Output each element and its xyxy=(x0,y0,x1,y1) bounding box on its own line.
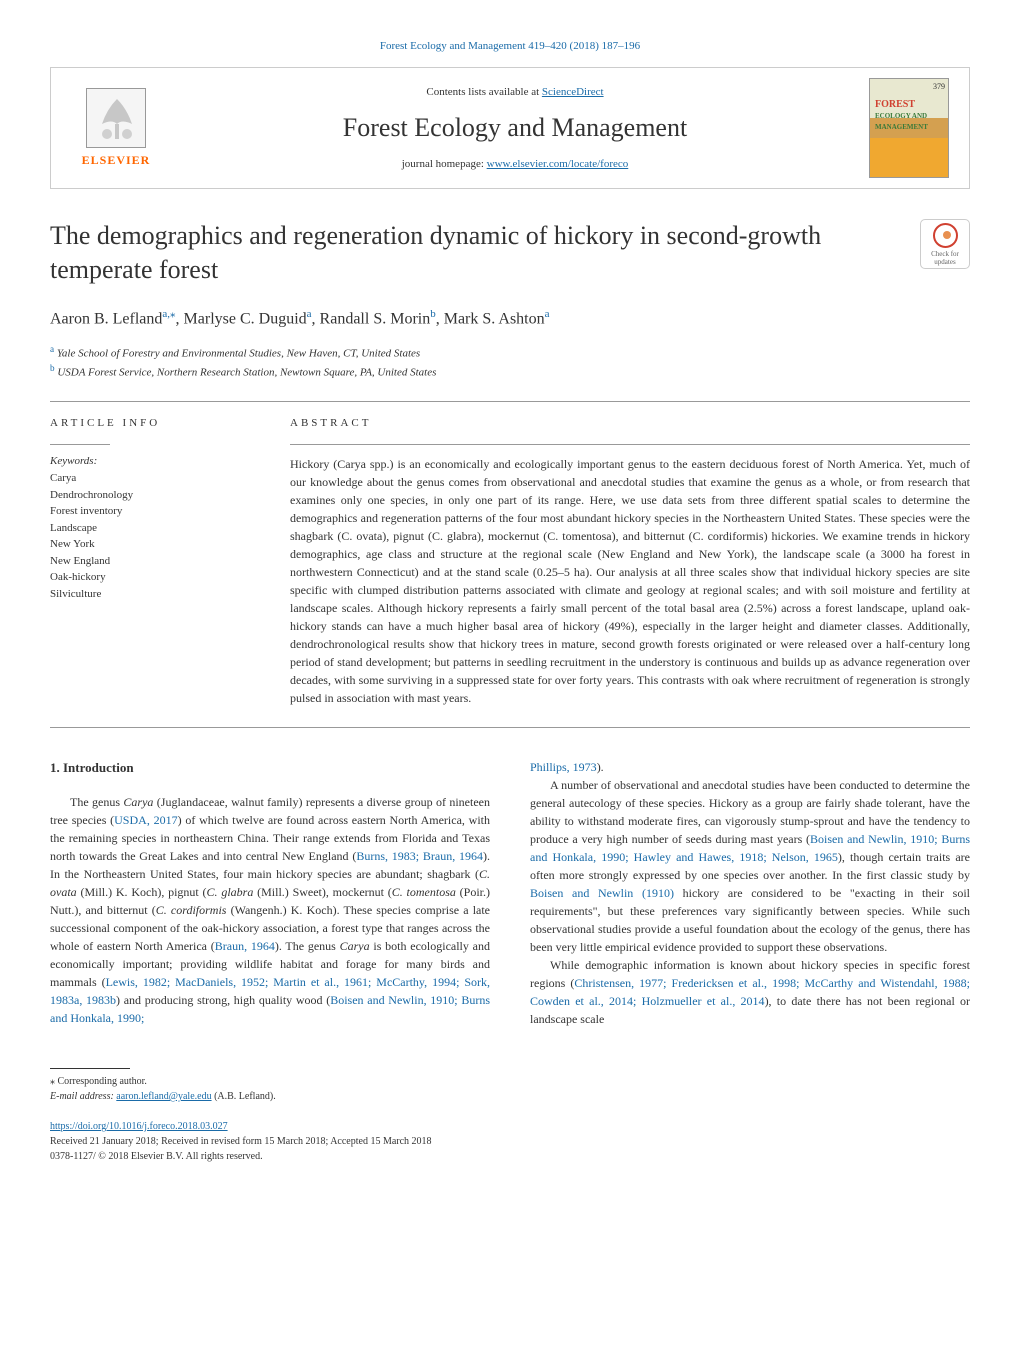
cover-number: 379 xyxy=(933,82,945,91)
species-name: C. cordiformis xyxy=(156,903,227,917)
author-3: , Randall S. Morin xyxy=(312,310,431,327)
abstract-heading: ABSTRACT xyxy=(290,417,970,429)
article-info-heading: ARTICLE INFO xyxy=(50,417,250,429)
text-span: ). The genus xyxy=(275,939,340,953)
footer: ⁎ Corresponding author. E-mail address: … xyxy=(50,1068,970,1164)
received-date: Received 21 January 2018; Received in re… xyxy=(50,1134,970,1149)
email-name: (A.B. Lefland). xyxy=(212,1091,276,1102)
article-info: ARTICLE INFO Keywords: Carya Dendrochron… xyxy=(50,417,250,707)
author-1-sup: a,⁎ xyxy=(162,308,175,320)
author-4-sup: a xyxy=(545,308,550,320)
authors: Aaron B. Leflanda,⁎, Marlyse C. Duguid a,… xyxy=(50,307,970,328)
keyword-item: Silviculture xyxy=(50,586,250,603)
homepage-link[interactable]: www.elsevier.com/locate/foreco xyxy=(487,158,629,170)
info-divider xyxy=(50,444,110,445)
elsevier-logo: ELSEVIER xyxy=(71,78,161,178)
abstract-divider xyxy=(290,444,970,445)
check-updates-text: Check for updates xyxy=(921,250,969,266)
species-name: C. glabra xyxy=(207,885,254,899)
intro-heading: 1. Introduction xyxy=(50,758,490,778)
text-span: (Mill.) Sweet), mockernut ( xyxy=(253,885,391,899)
keyword-item: Dendrochronology xyxy=(50,487,250,504)
intro-continuation: Phillips, 1973). xyxy=(530,758,970,776)
divider-2 xyxy=(50,727,970,728)
intro-paragraph-1: The genus Carya (Juglandaceae, walnut fa… xyxy=(50,793,490,1027)
abstract-text: Hickory (Carya spp.) is an economically … xyxy=(290,455,970,707)
intro-paragraph-3: While demographic information is known a… xyxy=(530,956,970,1028)
corresponding-author: ⁎ Corresponding author. xyxy=(50,1074,970,1089)
cover-title: FOREST ECOLOGY AND MANAGEMENT xyxy=(875,99,948,132)
author-1: Aaron B. Lefland xyxy=(50,310,162,327)
keyword-item: Forest inventory xyxy=(50,503,250,520)
keyword-item: Carya xyxy=(50,470,250,487)
citation: Burns, 1983; Braun, 1964 xyxy=(356,849,483,863)
cover-title-text: FOREST xyxy=(875,99,915,110)
keyword-item: New York xyxy=(50,536,250,553)
header-center: Contents lists available at ScienceDirec… xyxy=(161,86,869,170)
species-name: C. tomentosa xyxy=(392,885,456,899)
journal-title: Forest Ecology and Management xyxy=(161,113,869,143)
info-abstract-row: ARTICLE INFO Keywords: Carya Dendrochron… xyxy=(50,417,970,707)
text-span: ). xyxy=(597,760,604,774)
email-line: E-mail address: aaron.lefland@yale.edu (… xyxy=(50,1089,970,1104)
genus-name: Carya xyxy=(340,939,370,953)
journal-cover: 379 FOREST ECOLOGY AND MANAGEMENT xyxy=(869,78,949,178)
text-span: ) and producing strong, high quality woo… xyxy=(116,993,330,1007)
genus-name: Carya xyxy=(123,795,153,809)
citation: Braun, 1964 xyxy=(215,939,275,953)
journal-homepage: journal homepage: www.elsevier.com/locat… xyxy=(161,158,869,170)
citation: USDA, 2017 xyxy=(114,813,177,827)
header-box: ELSEVIER Contents lists available at Sci… xyxy=(50,67,970,189)
elsevier-tree-icon xyxy=(86,88,146,148)
email-label: E-mail address: xyxy=(50,1091,116,1102)
homepage-label: journal homepage: xyxy=(402,158,487,170)
citation: Phillips, 1973 xyxy=(530,760,597,774)
abstract-column: ABSTRACT Hickory (Carya spp.) is an econ… xyxy=(290,417,970,707)
email-link[interactable]: aaron.lefland@yale.edu xyxy=(116,1091,211,1102)
contents-text: Contents lists available at ScienceDirec… xyxy=(161,86,869,98)
article-title: The demographics and regeneration dynami… xyxy=(50,219,970,287)
keyword-item: Oak-hickory xyxy=(50,569,250,586)
footer-divider xyxy=(50,1068,130,1069)
column-right: Phillips, 1973). A number of observation… xyxy=(530,758,970,1028)
doi-link[interactable]: https://doi.org/10.1016/j.foreco.2018.03… xyxy=(50,1121,228,1132)
contents-label: Contents lists available at xyxy=(426,86,541,98)
affil-2: USDA Forest Service, Northern Research S… xyxy=(55,367,437,379)
divider-1 xyxy=(50,401,970,402)
text-span: (Mill.) K. Koch), pignut ( xyxy=(77,885,207,899)
author-2: , Marlyse C. Duguid xyxy=(176,310,307,327)
main-content: 1. Introduction The genus Carya (Jugland… xyxy=(50,758,970,1028)
check-updates-badge[interactable]: Check for updates xyxy=(920,219,970,269)
affil-1: Yale School of Forestry and Environmenta… xyxy=(54,348,420,360)
copyright: 0378-1127/ © 2018 Elsevier B.V. All righ… xyxy=(50,1149,970,1164)
intro-paragraph-2: A number of observational and anecdotal … xyxy=(530,776,970,956)
cover-subtitle-text: ECOLOGY AND MANAGEMENT xyxy=(875,112,928,131)
keywords-list: Carya Dendrochronology Forest inventory … xyxy=(50,470,250,602)
sciencedirect-link[interactable]: ScienceDirect xyxy=(542,86,604,98)
keywords-label: Keywords: xyxy=(50,455,250,467)
elsevier-text: ELSEVIER xyxy=(82,153,151,168)
check-updates-icon xyxy=(933,223,958,248)
citation: Boisen and Newlin (1910) xyxy=(530,886,674,900)
keyword-item: Landscape xyxy=(50,520,250,537)
keyword-item: New England xyxy=(50,553,250,570)
affiliations: a Yale School of Forestry and Environmen… xyxy=(50,343,970,381)
column-left: 1. Introduction The genus Carya (Jugland… xyxy=(50,758,490,1028)
journal-reference: Forest Ecology and Management 419–420 (2… xyxy=(50,40,970,52)
author-4: , Mark S. Ashton xyxy=(436,310,545,327)
text-span: The genus xyxy=(70,795,123,809)
